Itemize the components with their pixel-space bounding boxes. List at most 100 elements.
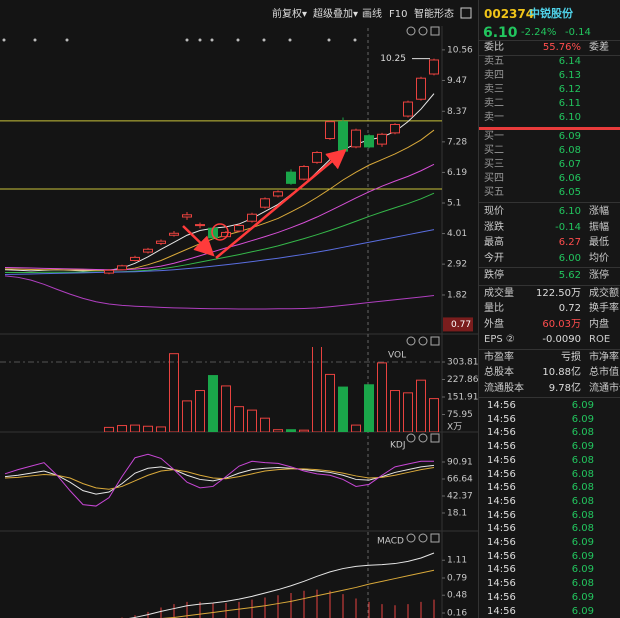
axis-labels: 1.11 0.79 0.48 0.16 MACD xyxy=(377,537,467,618)
volume-bar xyxy=(169,353,179,432)
volume-bar xyxy=(312,347,322,432)
stat-value: 0.72 xyxy=(558,303,581,314)
volume-bar xyxy=(286,429,296,432)
tick-price: 6.09 xyxy=(571,400,594,411)
stat-right: 振幅 xyxy=(589,221,609,233)
candle-body xyxy=(429,59,439,75)
toolbar-icon[interactable] xyxy=(460,7,472,19)
y-tick-label: 227.86 xyxy=(447,375,478,385)
stat-label: 跌停 xyxy=(484,270,504,281)
quote-panel: 002374 中锐股份 6.10 -2.24% -0.14 委比 55.76% 委差 卖五 6.1… xyxy=(478,0,620,618)
y-tick-label: 5.1 xyxy=(447,198,461,208)
candle-body xyxy=(377,133,387,145)
candle-body xyxy=(169,232,179,236)
ask-label: 卖二 xyxy=(484,98,504,109)
stat-value: -0.14 xyxy=(555,221,581,233)
y-tick-label: 303.81 xyxy=(447,358,478,368)
y-tick-label: 0.79 xyxy=(447,574,467,584)
ask-label: 卖三 xyxy=(484,84,504,95)
change: -0.14 xyxy=(565,27,591,38)
cursor-box xyxy=(443,317,473,332)
pane-icons[interactable] xyxy=(406,26,440,543)
stat-label: 今开 xyxy=(484,252,504,264)
volume-bar xyxy=(416,379,426,432)
volume-bar xyxy=(260,417,270,432)
separator xyxy=(479,40,620,41)
toolbar-item[interactable]: F10 xyxy=(389,9,407,20)
pane-title: MACD xyxy=(377,537,404,547)
y-tick-label: 0.16 xyxy=(447,609,467,618)
stat-right: 最低 xyxy=(589,237,609,248)
y-tick-label: 2.92 xyxy=(447,260,467,270)
order-ratio-right: 委差 xyxy=(589,42,609,53)
stat-value: 10.88亿 xyxy=(542,367,581,378)
stat-right: 流通市值 xyxy=(589,382,620,394)
pane xyxy=(4,453,435,507)
stat-right: 换手率 xyxy=(589,303,619,314)
tick-price: 6.08 xyxy=(571,523,594,535)
ask-label: 卖四 xyxy=(484,70,504,81)
tick-time: 14:56 xyxy=(487,427,516,439)
tick-time: 14:56 xyxy=(487,482,516,494)
stat-value: 5.62 xyxy=(558,270,581,281)
volume-bar xyxy=(130,424,140,432)
ask-label: 卖五 xyxy=(484,56,504,67)
stat-value: 6.27 xyxy=(558,237,581,248)
tick-time: 14:56 xyxy=(487,550,516,562)
tick-time: 14:56 xyxy=(487,537,516,548)
cursor-label: 0.77 xyxy=(451,320,471,330)
stat-value: 6.00 xyxy=(558,252,581,264)
tick-time: 14:56 xyxy=(487,413,516,425)
volume-bar xyxy=(208,375,218,432)
stat-right: 总市值 xyxy=(589,367,619,378)
toolbar-item[interactable]: 超级叠加▾ xyxy=(313,7,358,20)
candle-body xyxy=(234,224,244,232)
indicator-line xyxy=(4,93,435,272)
separator xyxy=(479,284,620,286)
toolbar-item[interactable]: 智能形态 xyxy=(414,7,454,20)
candle-body xyxy=(195,224,205,227)
volume-bar xyxy=(117,425,127,432)
bid-value: 6.08 xyxy=(558,145,581,156)
ask-value: 6.14 xyxy=(558,56,581,67)
indicator-line xyxy=(128,552,435,618)
tick-price: 6.08 xyxy=(571,509,594,521)
indicator-line xyxy=(161,569,435,618)
bid-value: 6.05 xyxy=(558,187,581,198)
y-tick-label: 0.48 xyxy=(447,591,467,601)
stat-label: 总股本 xyxy=(484,367,514,378)
toolbar-item[interactable]: 前复权▾ xyxy=(272,7,307,20)
toolbar-item[interactable]: 画线 xyxy=(362,7,382,20)
y-tick-label: 9.47 xyxy=(447,76,467,86)
indicator-line xyxy=(5,192,435,274)
volume-bar xyxy=(364,384,374,432)
tick-time: 14:56 xyxy=(487,400,516,411)
separator xyxy=(479,202,620,203)
indicator-line xyxy=(4,163,435,271)
tick-time: 14:56 xyxy=(487,578,516,590)
volume-bar xyxy=(234,406,244,432)
tick-price: 6.08 xyxy=(571,468,594,480)
tick-time: 14:56 xyxy=(487,523,516,535)
stat-value: 亏损 xyxy=(561,351,581,363)
indicator-line xyxy=(4,464,435,495)
annotations xyxy=(182,148,347,259)
volume-bar xyxy=(156,426,166,432)
stat-right: 成交额 xyxy=(589,287,619,299)
bid-label: 买四 xyxy=(484,173,504,184)
stat-value: 6.10 xyxy=(558,206,581,217)
volume-bar xyxy=(104,426,114,432)
panes: 10.56 9.47 8.37 7.28 6.19 5.1 4.01 2.92 1.82 10.2… xyxy=(0,45,478,618)
stat-right: 内盘 xyxy=(589,318,609,330)
stat-value: 60.03万 xyxy=(542,318,581,330)
dots xyxy=(2,38,357,42)
stat-right: 涨幅 xyxy=(589,206,609,217)
axis-labels: 90.91 66.64 42.37 18.1 KDJ xyxy=(390,441,473,519)
volume-bar xyxy=(325,373,335,432)
volume-bar xyxy=(403,392,413,432)
tick-time: 14:56 xyxy=(487,468,516,480)
separator xyxy=(479,397,620,398)
y-tick-label: 42.37 xyxy=(447,491,473,501)
volume-bar xyxy=(143,425,153,432)
indicator-line xyxy=(4,129,435,271)
